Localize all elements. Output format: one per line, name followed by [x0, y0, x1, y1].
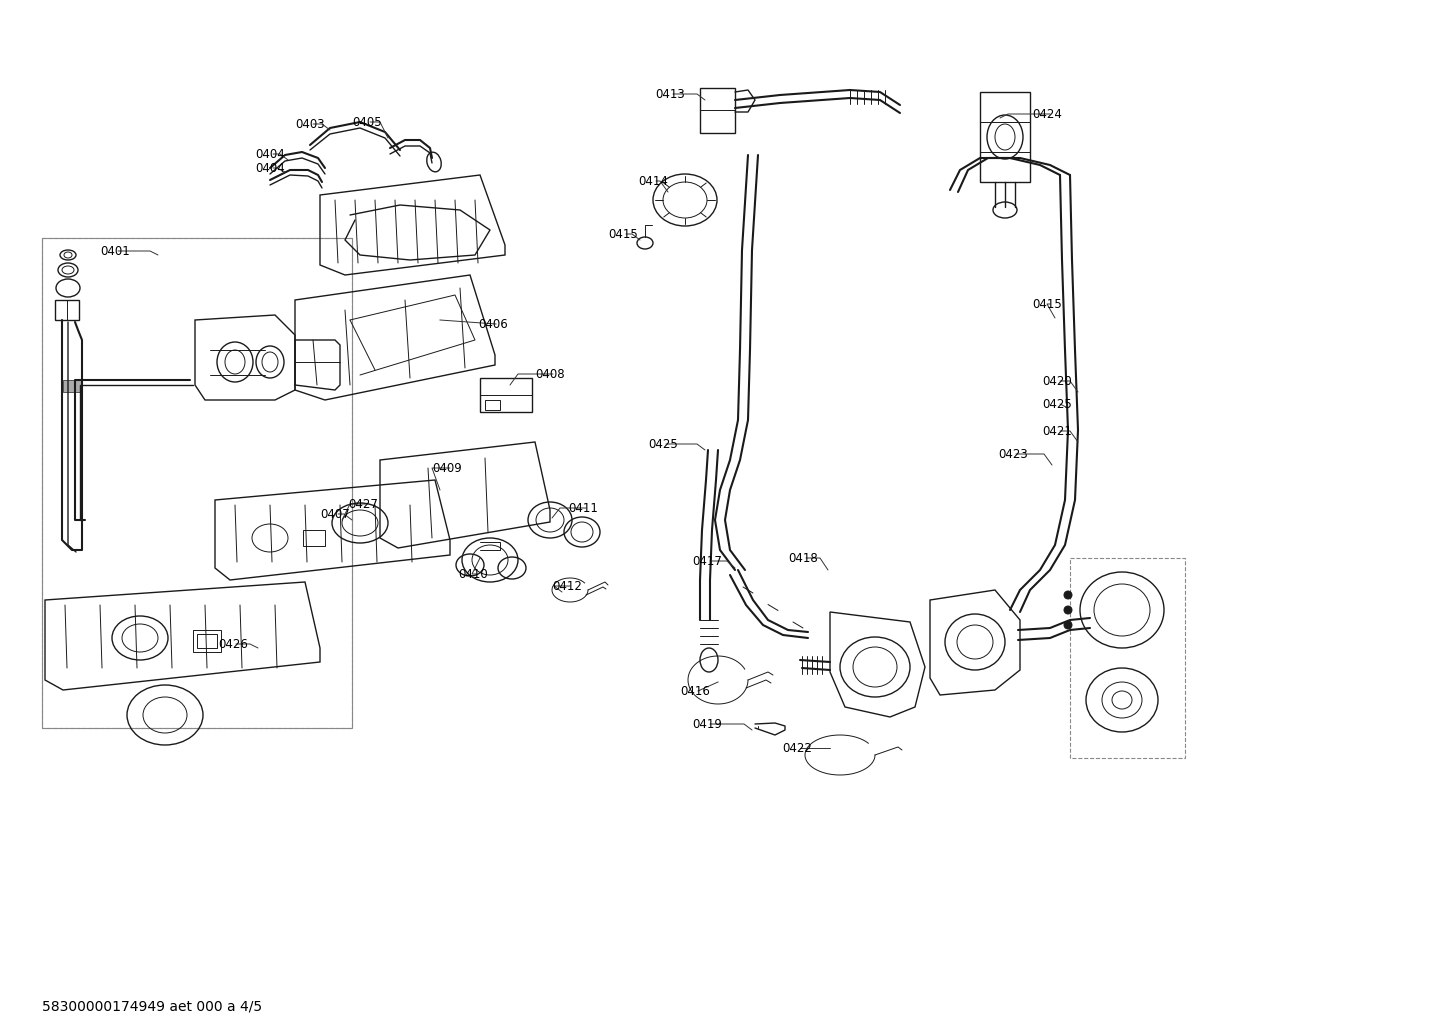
Text: 0422: 0422	[782, 742, 812, 755]
Ellipse shape	[1064, 591, 1071, 599]
Text: 0417: 0417	[692, 555, 722, 568]
Text: 0425: 0425	[647, 438, 678, 451]
Bar	[480, 378, 532, 412]
Text: 58300000174949 aet 000 a 4/5: 58300000174949 aet 000 a 4/5	[42, 1000, 262, 1014]
Ellipse shape	[1064, 606, 1071, 614]
Bar	[303, 530, 324, 546]
Text: 0419: 0419	[692, 718, 722, 731]
Bar	[55, 300, 79, 320]
Bar	[42, 238, 352, 728]
Text: 0404: 0404	[255, 148, 284, 161]
Text: 0425: 0425	[1043, 398, 1071, 411]
Text: 0412: 0412	[552, 580, 583, 593]
Bar	[699, 88, 735, 133]
Text: 0415: 0415	[1032, 298, 1061, 311]
Bar	[63, 380, 81, 392]
Text: 0421: 0421	[1043, 425, 1071, 438]
Text: 0401: 0401	[99, 245, 130, 258]
Ellipse shape	[1064, 621, 1071, 629]
Text: 0404: 0404	[255, 162, 284, 175]
Text: 0407: 0407	[320, 508, 350, 521]
Bar	[198, 634, 216, 648]
Text: 0423: 0423	[998, 448, 1028, 461]
Text: 0408: 0408	[535, 368, 565, 381]
Text: 0420: 0420	[1043, 375, 1071, 388]
Text: 0426: 0426	[218, 638, 248, 651]
Text: 0413: 0413	[655, 88, 685, 101]
Text: 0418: 0418	[787, 552, 818, 565]
Text: 0416: 0416	[681, 685, 709, 698]
Text: 0411: 0411	[568, 502, 598, 515]
Text: 0405: 0405	[352, 116, 382, 129]
Bar	[981, 92, 1030, 182]
Bar	[1070, 558, 1185, 758]
Text: 0424: 0424	[1032, 108, 1061, 121]
Bar	[193, 630, 221, 652]
Text: 0410: 0410	[459, 568, 487, 581]
Text: 0414: 0414	[637, 175, 668, 187]
Text: 0403: 0403	[296, 118, 324, 131]
Bar	[485, 400, 500, 410]
Text: 0427: 0427	[348, 498, 378, 511]
Text: 0406: 0406	[477, 318, 508, 331]
Bar	[42, 238, 352, 728]
Text: 0415: 0415	[609, 228, 637, 242]
Text: 0409: 0409	[433, 462, 461, 475]
